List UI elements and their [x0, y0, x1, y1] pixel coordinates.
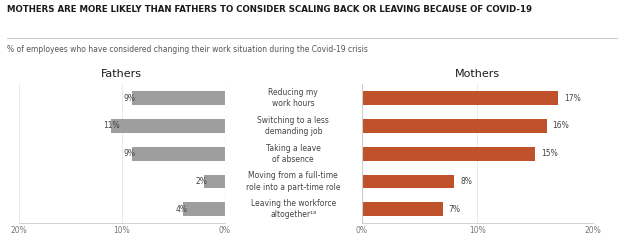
- Title: Fathers: Fathers: [101, 69, 142, 79]
- Text: 11%: 11%: [103, 122, 120, 130]
- Text: 9%: 9%: [124, 94, 136, 103]
- Text: % of employees who have considered changing their work situation during the Covi: % of employees who have considered chang…: [7, 45, 368, 54]
- Text: 16%: 16%: [552, 122, 569, 130]
- Bar: [362, 147, 535, 161]
- Bar: [362, 91, 558, 105]
- Bar: [362, 202, 442, 216]
- Text: Reducing my
work hours: Reducing my work hours: [268, 88, 318, 108]
- Text: 7%: 7%: [449, 205, 461, 214]
- Text: 4%: 4%: [175, 205, 187, 214]
- Text: MOTHERS ARE MORE LIKELY THAN FATHERS TO CONSIDER SCALING BACK OR LEAVING BECAUSE: MOTHERS ARE MORE LIKELY THAN FATHERS TO …: [7, 5, 532, 14]
- Bar: [132, 91, 225, 105]
- Bar: [204, 175, 225, 188]
- Text: Moving from a full-time
role into a part-time role: Moving from a full-time role into a part…: [246, 171, 341, 192]
- Text: Leaving the workforce
altogether¹⁸: Leaving the workforce altogether¹⁸: [251, 199, 336, 219]
- Bar: [111, 119, 225, 133]
- Text: 17%: 17%: [564, 94, 581, 103]
- Text: 2%: 2%: [196, 177, 208, 186]
- Text: 15%: 15%: [541, 149, 558, 158]
- Text: 8%: 8%: [460, 177, 472, 186]
- Text: Taking a leave
of absence: Taking a leave of absence: [266, 144, 321, 164]
- Title: Mothers: Mothers: [455, 69, 500, 79]
- Text: Switching to a less
demanding job: Switching to a less demanding job: [257, 116, 329, 136]
- Bar: [362, 175, 454, 188]
- Bar: [183, 202, 225, 216]
- Bar: [362, 119, 547, 133]
- Text: 9%: 9%: [124, 149, 136, 158]
- Bar: [132, 147, 225, 161]
